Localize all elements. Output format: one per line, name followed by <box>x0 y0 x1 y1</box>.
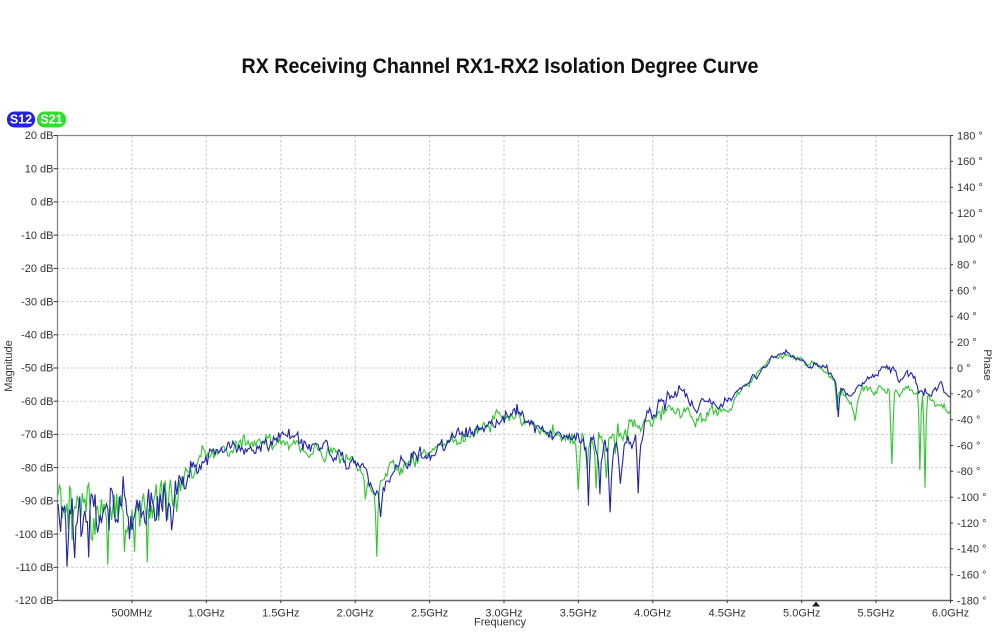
svg-text:-40 °: -40 ° <box>957 415 980 427</box>
svg-text:-100 °: -100 ° <box>957 492 986 504</box>
svg-text:20 °: 20 ° <box>957 337 977 349</box>
svg-text:160 °: 160 ° <box>957 156 983 168</box>
svg-text:-10 dB: -10 dB <box>21 230 53 242</box>
svg-text:0 °: 0 ° <box>957 363 971 375</box>
svg-text:-20 dB: -20 dB <box>21 263 53 275</box>
svg-text:-30 dB: -30 dB <box>21 296 53 308</box>
svg-text:120 °: 120 ° <box>957 208 983 220</box>
svg-text:100 °: 100 ° <box>957 234 983 246</box>
svg-text:500MHz: 500MHz <box>111 608 152 620</box>
svg-text:-40 dB: -40 dB <box>21 330 53 342</box>
svg-text:4.5GHz: 4.5GHz <box>709 608 746 620</box>
svg-text:5.0GHz: 5.0GHz <box>783 608 820 620</box>
svg-text:1.5GHz: 1.5GHz <box>262 608 299 620</box>
svg-text:6.0GHz: 6.0GHz <box>932 608 969 620</box>
svg-text:-90 dB: -90 dB <box>21 496 53 508</box>
svg-text:40 °: 40 ° <box>957 311 977 323</box>
svg-text:-60 dB: -60 dB <box>21 396 53 408</box>
svg-text:10 dB: 10 dB <box>25 163 54 175</box>
svg-text:-160 °: -160 ° <box>957 570 986 582</box>
svg-text:5.5GHz: 5.5GHz <box>857 608 894 620</box>
svg-text:2.0GHz: 2.0GHz <box>337 608 374 620</box>
svg-text:Magnitude: Magnitude <box>3 340 15 391</box>
svg-text:-120 °: -120 ° <box>957 518 986 530</box>
svg-text:-120 dB: -120 dB <box>15 595 54 607</box>
svg-text:80 °: 80 ° <box>957 260 977 272</box>
svg-text:S21: S21 <box>40 113 62 127</box>
svg-text:-80 °: -80 ° <box>957 466 980 478</box>
svg-text:-180 °: -180 ° <box>957 595 986 607</box>
svg-text:-100 dB: -100 dB <box>15 529 54 541</box>
svg-text:RX Receiving Channel RX1-RX2 I: RX Receiving Channel RX1-RX2 Isolation D… <box>242 55 759 78</box>
svg-text:-110 dB: -110 dB <box>16 562 54 574</box>
svg-text:Frequency: Frequency <box>474 617 526 629</box>
svg-text:0 dB: 0 dB <box>31 197 54 209</box>
svg-text:Phase: Phase <box>981 349 993 380</box>
svg-text:-20 °: -20 ° <box>957 389 980 401</box>
svg-text:180 °: 180 ° <box>957 130 983 142</box>
svg-text:3.5GHz: 3.5GHz <box>560 608 597 620</box>
svg-text:-70 dB: -70 dB <box>21 429 53 441</box>
svg-text:2.5GHz: 2.5GHz <box>411 608 448 620</box>
svg-text:20 dB: 20 dB <box>25 130 54 142</box>
svg-text:3.0GHz: 3.0GHz <box>485 608 522 620</box>
svg-text:-80 dB: -80 dB <box>21 462 53 474</box>
svg-text:-50 dB: -50 dB <box>21 363 53 375</box>
svg-text:1.0GHz: 1.0GHz <box>188 608 225 620</box>
svg-text:-60 °: -60 ° <box>957 440 980 452</box>
svg-text:-140 °: -140 ° <box>957 544 986 556</box>
svg-text:4.0GHz: 4.0GHz <box>634 608 671 620</box>
svg-text:140 °: 140 ° <box>957 182 983 194</box>
svg-text:S12: S12 <box>10 113 32 127</box>
svg-text:60 °: 60 ° <box>957 285 977 297</box>
